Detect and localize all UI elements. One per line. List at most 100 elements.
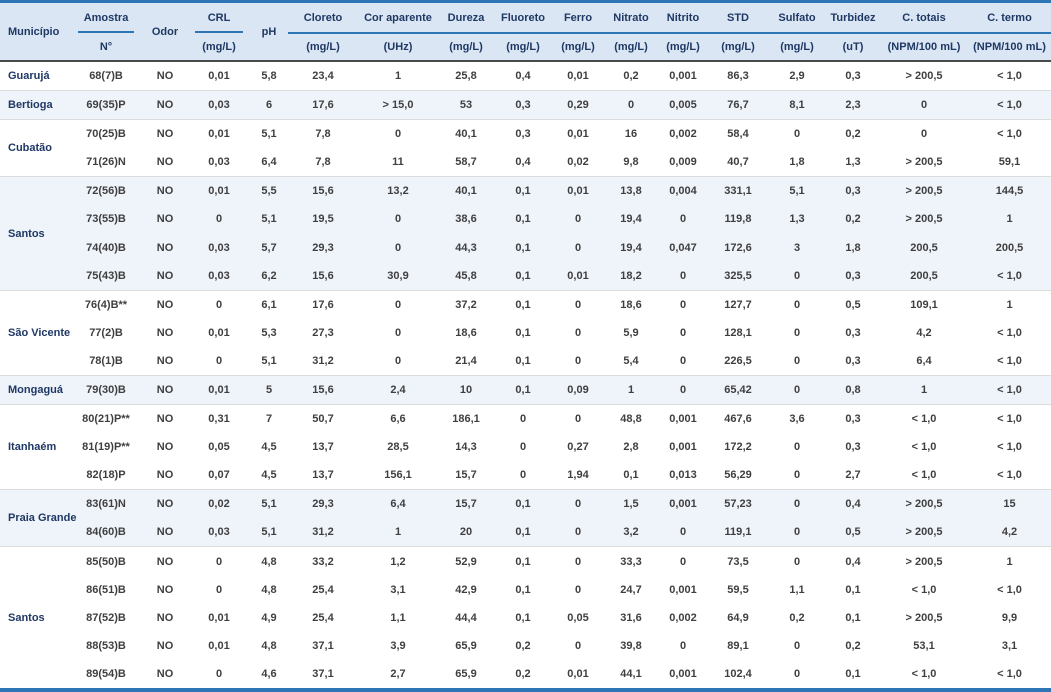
cell-odor: NO (156, 213, 174, 226)
col-header-odor: Odor (142, 1, 188, 62)
table-row: 89(54)B NO 0 4,6 37,1 2,7 65,9 0,2 0,01 44,1 0,001… (0, 660, 1051, 690)
cell-nitrato: 19,4 (620, 213, 642, 226)
cell-dureza: 65,9 (455, 639, 477, 652)
cell-fluoreto: 0,1 (515, 498, 531, 511)
cell-c_totais: < 1,0 (911, 413, 937, 426)
cell-ph: 5 (265, 384, 273, 396)
cell-crl: 0,03 (208, 99, 230, 112)
cell-fluoreto: 0,1 (515, 583, 531, 596)
cell-c_termo: < 1,0 (997, 667, 1022, 680)
cell-cor_aparente: 28,5 (387, 441, 409, 454)
cell-dureza: 40,1 (455, 185, 477, 198)
cell-std: 86,3 (727, 70, 749, 83)
cell-amostra: 72(56)B (86, 185, 126, 198)
cell-ferro: 0 (574, 354, 582, 367)
cell-turbidez: 0,5 (845, 526, 861, 539)
cell-dureza: 14,3 (455, 441, 477, 454)
cell-sulfato: 0 (793, 498, 801, 511)
cell-dureza: 53 (459, 99, 473, 112)
col-unit-sulfato: (mg/L) (768, 33, 826, 62)
cell-ferro: 0,29 (567, 99, 589, 112)
cell-turbidez: 1,3 (845, 156, 861, 169)
cell-odor: NO (156, 99, 174, 112)
cell-c_termo: < 1,0 (997, 469, 1022, 482)
municipality-group: Cubatão 70(25)B NO 0,01 5,1 7,8 0 40,1 0,3 0,01 16… (0, 119, 1051, 177)
cell-dureza: 18,6 (455, 326, 477, 339)
cell-ph: 4,5 (261, 441, 277, 454)
cell-dureza: 15,7 (455, 498, 477, 511)
cell-cor_aparente: 3,9 (390, 639, 406, 652)
cell-amostra: 80(21)P** (82, 413, 130, 426)
cell-cloreto: 33,2 (312, 555, 334, 568)
cell-ferro: 0,27 (567, 441, 589, 454)
cell-odor: NO (156, 326, 174, 339)
cell-cor_aparente: 13,2 (387, 185, 409, 198)
cell-odor: NO (156, 469, 174, 482)
cell-dureza: 186,1 (452, 413, 480, 426)
cell-nitrato: 18,6 (620, 298, 642, 311)
col-header-sulfato: Sulfato (768, 1, 826, 34)
cell-crl: 0,03 (208, 269, 230, 282)
col-header-fluoreto: Fluoreto (494, 1, 552, 34)
municipio-cell: Bertioga (8, 99, 53, 112)
cell-cor_aparente: 1,2 (390, 555, 406, 568)
cell-c_termo: 15 (1003, 498, 1016, 511)
cell-ferro: 0,01 (567, 185, 589, 198)
cell-std: 76,7 (727, 99, 749, 112)
cell-std: 57,23 (724, 498, 752, 511)
cell-c_totais: 6,4 (916, 354, 932, 367)
col-header-turbidez: Turbidez (826, 1, 880, 34)
cell-crl: 0,03 (208, 526, 230, 539)
cell-c_termo: < 1,0 (997, 70, 1022, 83)
cell-sulfato: 3 (793, 241, 801, 254)
cell-amostra: 73(55)B (86, 213, 126, 226)
cell-sulfato: 0 (793, 526, 801, 539)
cell-cloreto: 25,4 (312, 611, 334, 624)
col-unit-amostra: N° (70, 33, 142, 62)
cell-crl: 0 (215, 213, 223, 226)
cell-crl: 0 (215, 583, 223, 596)
cell-c_totais: > 200,5 (905, 611, 943, 624)
cell-std: 40,7 (727, 156, 749, 169)
cell-cloreto: 7,8 (315, 128, 331, 141)
cell-c_termo: 3,1 (1001, 639, 1018, 652)
cell-sulfato: 0 (793, 269, 801, 282)
col-header-dureza: Dureza (438, 1, 494, 34)
col-unit-crl: (mg/L) (188, 33, 250, 62)
cell-c_termo: < 1,0 (997, 583, 1022, 596)
cell-dureza: 58,7 (455, 156, 477, 169)
cell-cor_aparente: 156,1 (384, 469, 412, 482)
cell-fluoreto: 0,1 (515, 555, 531, 568)
cell-c_termo: 1 (1006, 555, 1013, 568)
cell-crl: 0 (215, 354, 223, 367)
cell-c_totais: 0 (920, 128, 928, 141)
cell-odor: NO (156, 667, 174, 680)
cell-c_totais: 53,1 (913, 639, 935, 652)
cell-dureza: 52,9 (455, 555, 477, 568)
cell-ferro: 0 (574, 639, 582, 652)
cell-nitrato: 1,5 (623, 498, 639, 511)
cell-nitrato: 1 (627, 384, 635, 396)
cell-amostra: 83(61)N (86, 498, 126, 511)
cell-cloreto: 13,7 (312, 469, 334, 482)
cell-amostra: 70(25)B (86, 128, 126, 141)
cell-sulfato: 0 (793, 667, 801, 680)
cell-c_termo: 1 (1006, 298, 1013, 311)
cell-c_totais: > 200,5 (905, 185, 943, 198)
cell-dureza: 45,8 (455, 269, 477, 282)
cell-std: 172,6 (724, 241, 752, 254)
cell-fluoreto: 0 (519, 469, 527, 482)
cell-cor_aparente: 0 (394, 241, 402, 254)
cell-nitrito: 0 (679, 639, 687, 652)
municipality-group: São Vicente 76(4)B** NO 0 6,1 17,6 0 37,2 0,1 0 18… (0, 290, 1051, 375)
col-header-ferro: Ferro (552, 1, 604, 34)
cell-crl: 0,01 (208, 611, 230, 624)
col-header-crl: CRL (188, 1, 250, 33)
cell-amostra: 89(54)B (86, 667, 126, 680)
cell-ferro: 0 (574, 526, 582, 539)
cell-c_totais: > 200,5 (905, 555, 943, 568)
cell-std: 73,5 (727, 555, 749, 568)
cell-crl: 0,02 (208, 498, 230, 511)
cell-nitrato: 3,2 (623, 526, 639, 539)
